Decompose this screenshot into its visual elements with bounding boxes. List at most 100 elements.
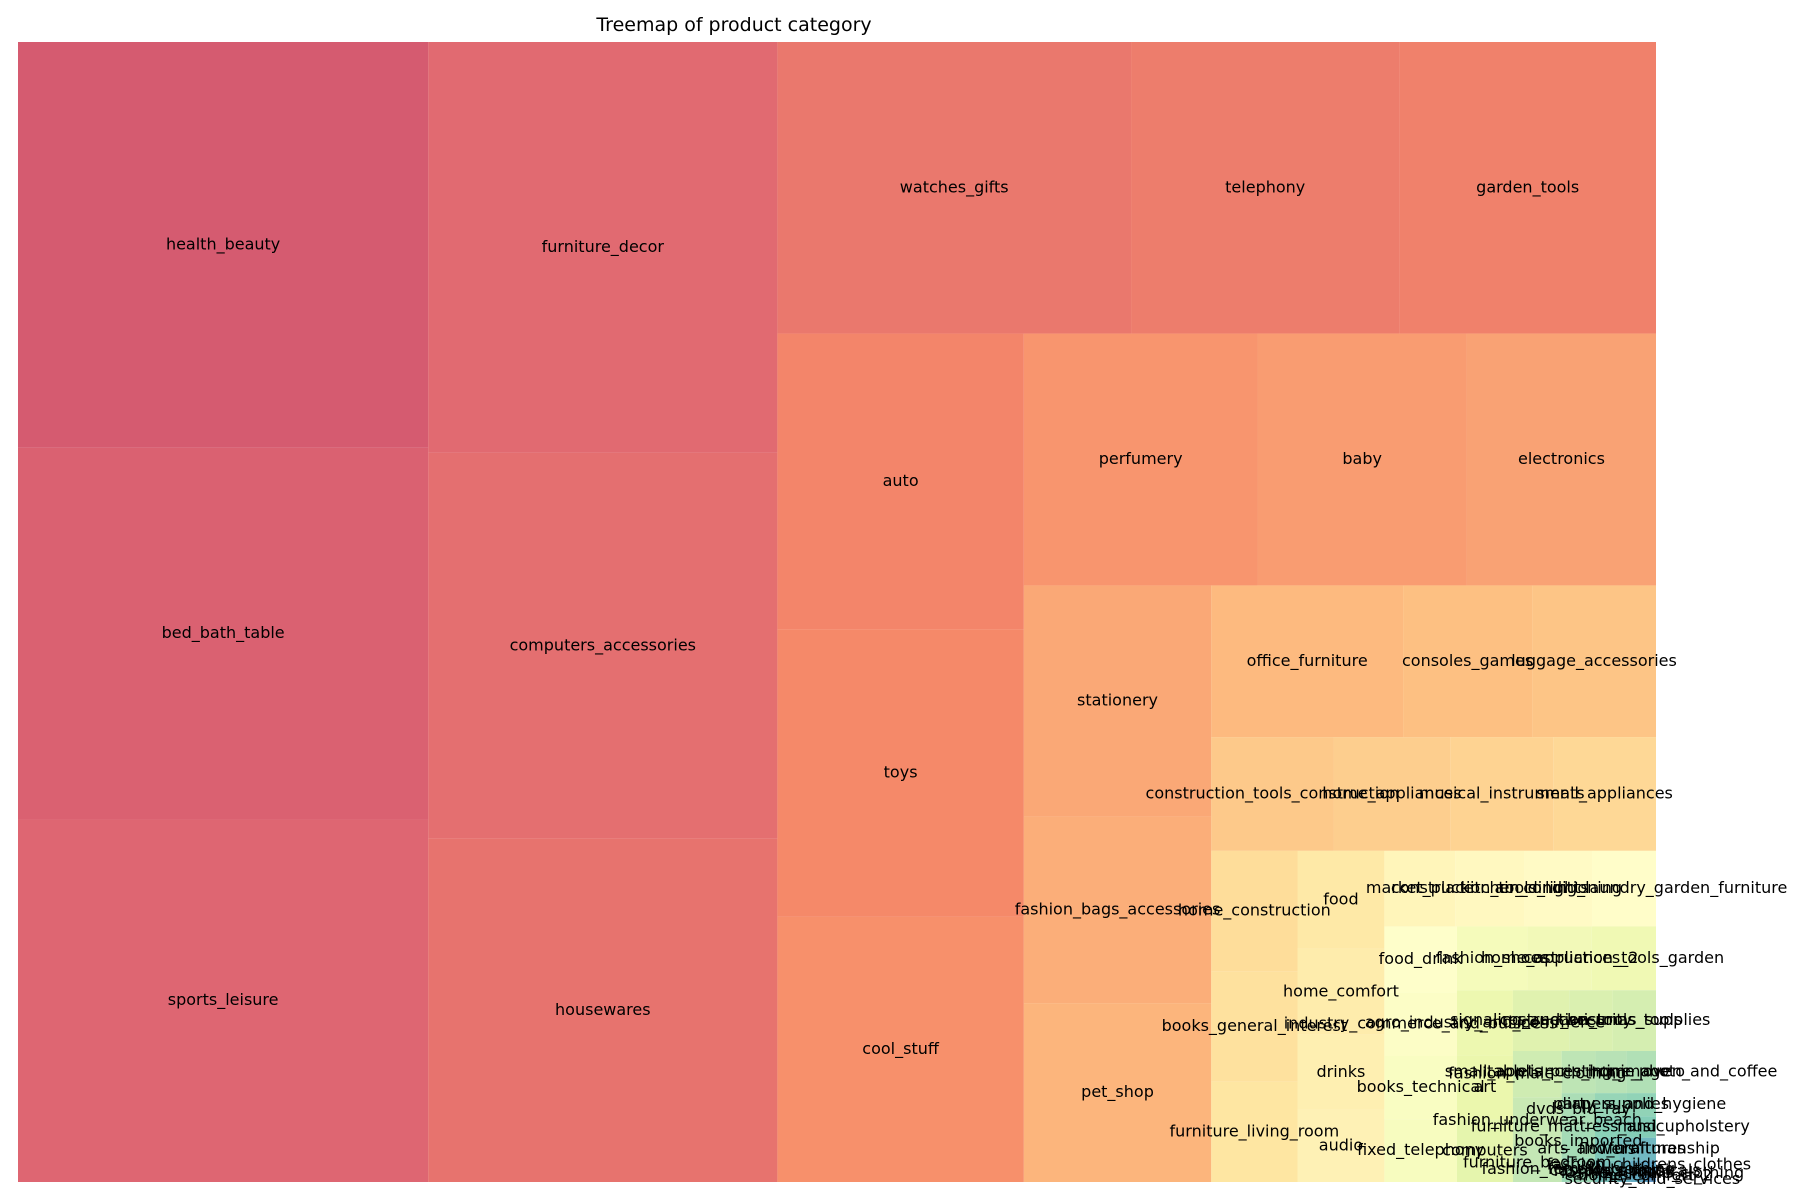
treemap-cell-diapers-and-hygiene — [1626, 1093, 1656, 1117]
treemap-cell-cds-dvds-musicals — [1619, 1160, 1631, 1182]
treemap-label: small_appliances_home_oven_and_coffee — [1445, 1062, 1778, 1082]
treemap-label: computers_accessories — [510, 635, 696, 655]
treemap-label: art — [1474, 1077, 1497, 1096]
treemap-label: fashion_underwear_beach — [1433, 1110, 1642, 1130]
treemap-cell-fixed-telephony — [1384, 1119, 1457, 1182]
treemap-label: telephony — [1225, 177, 1305, 196]
treemap-label: audio — [1319, 1135, 1363, 1154]
treemap-cell-security-and-services — [1648, 1177, 1656, 1182]
treemap-label: costruction_tools_tools — [1500, 1010, 1683, 1030]
treemap-label: cds_dvds_musicals — [1549, 1161, 1700, 1181]
treemap-cell-audio — [1297, 1109, 1385, 1182]
treemap-label: pet_shop — [1081, 1082, 1154, 1102]
treemap-label: electronics — [1518, 449, 1605, 468]
treemap-label: fashion_bags_accessories — [1015, 899, 1221, 919]
treemap-label: construction_tools_construction — [1146, 783, 1400, 803]
treemap-cell-health-beauty — [18, 42, 429, 448]
treemap-label: la_cuisine — [1597, 1161, 1675, 1181]
treemap-cell-home-comfort-2 — [1641, 1169, 1649, 1182]
treemap-cell-sports-leisure — [18, 819, 429, 1182]
treemap-label: furnitures — [1608, 1139, 1685, 1158]
treemap-label: sports_leisure — [168, 990, 279, 1010]
treemap-label: books_general_interest — [1162, 1016, 1348, 1036]
treemap-label: construction_tools_lights — [1391, 878, 1589, 898]
treemap-cell-christmas-supplies — [1612, 990, 1656, 1051]
treemap-label: fixed_telephony — [1357, 1140, 1484, 1160]
treemap-cell-construction-tools-construction — [1211, 737, 1334, 851]
treemap-label: christmas_supplies — [1558, 1010, 1710, 1030]
treemap-label: bed_bath_table — [162, 623, 285, 643]
treemap-label: cine_photo — [1598, 1062, 1685, 1082]
treemap-cell-furniture-decor — [428, 42, 778, 453]
treemap-cell-fashion-sport — [1594, 1160, 1620, 1182]
treemap-label: home_appliances — [1322, 783, 1461, 803]
treemap-label: dvds_blu_ray — [1526, 1099, 1631, 1119]
treemap-label: perfumery — [1099, 449, 1183, 468]
treemap-label: fashion_shoes — [1436, 948, 1549, 968]
treemap-label: fashion_male_clothing — [1448, 1064, 1626, 1084]
treemap-cell-la-cuisine — [1630, 1160, 1642, 1182]
treemap-cell-costruction-tools-tools — [1569, 990, 1613, 1051]
treemap-cell-furniture-living-room — [1211, 1081, 1298, 1182]
treemap-cell-fashion-underwear-beach — [1512, 1097, 1562, 1144]
treemap-cell-home-construction — [1211, 850, 1298, 972]
treemap-label: books_technical — [1357, 1077, 1485, 1097]
treemap-label: fashion_female_clothing — [1482, 1159, 1676, 1179]
treemap-cell-electronics — [1466, 333, 1656, 586]
treemap-cell-fashion-childrens-clothes — [1641, 1160, 1656, 1170]
treemap-cell-industry-commerce-and-business — [1384, 992, 1457, 1056]
treemap-cell-kitchen-dining-laundry-garden-furniture — [1592, 850, 1656, 927]
treemap-cell-housewares — [428, 838, 778, 1182]
treemap-label: furniture_bedroom — [1463, 1152, 1612, 1172]
treemap-cell-drinks — [1297, 1034, 1385, 1110]
treemap-cell-signaling-and-security — [1512, 990, 1570, 1051]
treemap-label: furniture_living_room — [1170, 1121, 1340, 1141]
treemap-label: housewares — [555, 1000, 651, 1019]
treemap-cell-art — [1456, 1055, 1513, 1120]
treemap-label: home_comfort — [1283, 981, 1399, 1001]
treemap-cell-books-general-interest — [1211, 971, 1298, 1082]
treemap-cell-furniture-mattress-and-upholstery — [1594, 1116, 1626, 1138]
treemap-label: fashion_childrens_clothes — [1547, 1155, 1751, 1175]
treemap-label: security_and_services — [1565, 1169, 1741, 1189]
treemap-label: costruction_tools_garden — [1524, 948, 1724, 968]
treemap-cell-agro-industry-and-commerce — [1456, 990, 1513, 1056]
treemap-label: drinks — [1316, 1062, 1365, 1081]
treemap-cell-small-appliances — [1553, 737, 1656, 851]
treemap-label: home_comfort_2 — [1578, 1165, 1712, 1185]
treemap-cell-furnitures — [1637, 1137, 1656, 1161]
treemap-cell-watches-gifts — [777, 42, 1132, 334]
treemap-label: furniture_mattress_and_upholstery — [1471, 1116, 1750, 1136]
treemap-label: party_supplies — [1553, 1094, 1669, 1114]
treemap-cell-books-technical — [1384, 1055, 1457, 1120]
treemap-cell-baby — [1257, 333, 1467, 586]
treemap-label: cool_stuff — [862, 1039, 940, 1059]
treemap-label: industry_commerce_and_business — [1284, 1014, 1558, 1034]
treemap-label: air_conditioning — [1494, 878, 1622, 898]
treemap-cell-pet-shop — [1023, 1003, 1212, 1182]
treemap-label: tablets_printing_image — [1487, 1062, 1670, 1082]
treemap-cell-home-appliances-2 — [1527, 926, 1592, 991]
treemap-label: agro_industry_and_commerce — [1365, 1012, 1605, 1032]
treemap-label: kitchen_dining_laundry_garden_furniture — [1461, 878, 1788, 898]
treemap-label: watches_gifts — [900, 177, 1009, 197]
treemap-cell-arts-and-craftmanship — [1619, 1137, 1638, 1161]
treemap-cell-tablets-printing-image — [1561, 1050, 1596, 1094]
treemap-cell-fashio-female-clothing — [1648, 1169, 1656, 1178]
treemap-label: musical_instruments — [1419, 783, 1585, 803]
treemap-label: luggage_accessories — [1511, 651, 1677, 671]
treemap-cell-home-comfort — [1297, 948, 1385, 1035]
treemap-cell-cool-stuff — [777, 916, 1024, 1182]
treemap-label: fashio_female_clothing — [1561, 1163, 1745, 1183]
treemap-cell-construction-tools-lights — [1455, 850, 1525, 927]
treemap-label: fashion_sport — [1554, 1161, 1661, 1181]
treemap-label: furniture_decor — [542, 237, 665, 257]
treemap-label: music — [1617, 1116, 1664, 1135]
treemap-cell-office-furniture — [1211, 585, 1404, 738]
treemap-cell-fashion-bags-accessories — [1023, 816, 1212, 1004]
treemap-cell-toys — [777, 629, 1024, 917]
treemap-label: signaling_and_security — [1450, 1010, 1632, 1030]
treemap-label: auto — [883, 471, 919, 490]
treemap-label: stationery — [1077, 691, 1158, 710]
